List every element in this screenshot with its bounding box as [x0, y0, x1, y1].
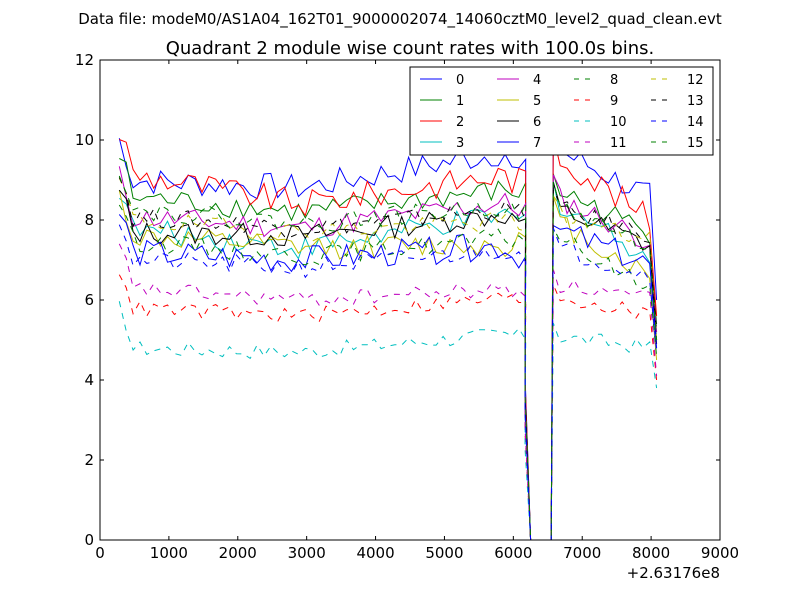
- y-tick-label: 4: [84, 371, 94, 389]
- x-tick-label: 8000: [632, 544, 670, 562]
- legend-label-0: 0: [456, 73, 464, 88]
- legend-label-2: 2: [456, 115, 464, 130]
- legend-box: [409, 66, 714, 156]
- series-lines: [118, 135, 658, 541]
- series-line-7: [118, 214, 658, 541]
- x-axis: 0 1000 2000 3000 4000 5000 6000 7000 8000 9000: [95, 60, 739, 562]
- series-line-3: [118, 180, 658, 541]
- y-tick-label: 12: [75, 51, 94, 69]
- y-tick-label: 0: [84, 531, 94, 549]
- x-tick-label: 0: [95, 544, 105, 562]
- x-tick-label: 2000: [219, 544, 257, 562]
- series-line-5: [118, 190, 658, 541]
- legend-label-1: 1: [456, 94, 464, 109]
- legend-label-11: 11: [610, 136, 627, 151]
- series-line-15: [118, 175, 658, 541]
- chart-title: Quadrant 2 module wise count rates with …: [166, 38, 655, 59]
- file-label: Data file: modeM0/AS1A04_162T01_90000020…: [78, 10, 722, 29]
- legend-label-13: 13: [687, 94, 704, 109]
- series-line-1: [119, 158, 658, 541]
- legend-label-3: 3: [456, 136, 464, 151]
- legend-label-10: 10: [610, 115, 627, 130]
- legend-label-9: 9: [610, 94, 618, 109]
- legend-label-4: 4: [533, 73, 541, 88]
- legend-label-6: 6: [533, 115, 541, 130]
- x-tick-label: 5000: [425, 544, 463, 562]
- x-tick-label: 3000: [288, 544, 326, 562]
- x-offset-label: +2.63176e8: [627, 564, 720, 582]
- legend-label-7: 7: [533, 136, 541, 151]
- legend-label-12: 12: [687, 73, 704, 88]
- series-line-11: [118, 243, 658, 541]
- y-tick-label: 2: [84, 451, 94, 469]
- x-tick-label: 9000: [701, 544, 739, 562]
- series-line-8: [118, 204, 658, 541]
- legend-label-15: 15: [687, 136, 704, 151]
- series-line-0: [118, 136, 658, 541]
- y-tick-label: 8: [84, 211, 94, 229]
- series-line-14: [118, 224, 658, 541]
- x-tick-label: 6000: [494, 544, 532, 562]
- x-tick-label: 7000: [563, 544, 601, 562]
- series-line-13: [118, 177, 658, 541]
- legend-label-8: 8: [610, 73, 618, 88]
- x-tick-label: 4000: [356, 544, 394, 562]
- y-tick-label: 10: [75, 131, 94, 149]
- series-line-4: [118, 166, 658, 541]
- legend-label-5: 5: [533, 94, 541, 109]
- series-line-6: [118, 181, 658, 541]
- x-tick-label: 1000: [150, 544, 188, 562]
- series-line-2: [119, 135, 658, 541]
- legend-label-14: 14: [687, 115, 704, 130]
- series-line-10: [118, 301, 658, 541]
- y-tick-label: 6: [84, 291, 94, 309]
- series-line-9: [118, 274, 658, 541]
